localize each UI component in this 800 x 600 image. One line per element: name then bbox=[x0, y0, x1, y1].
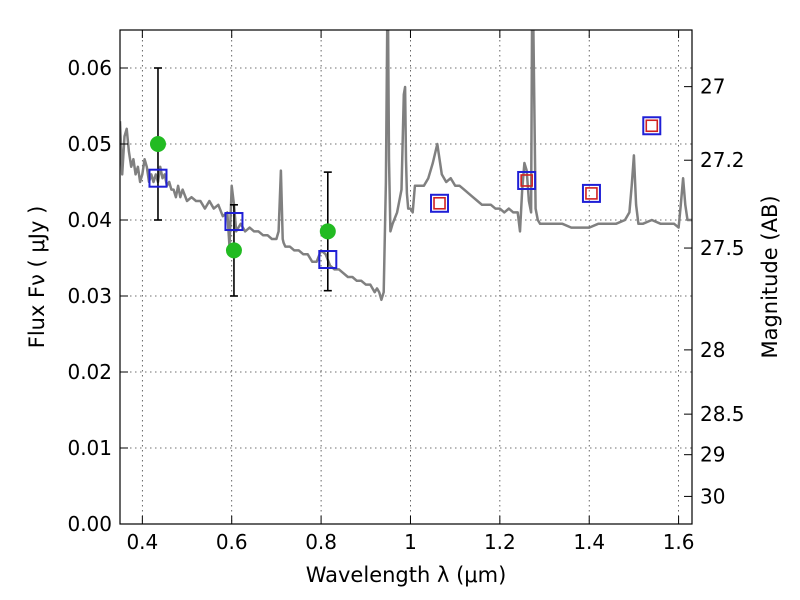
data-point-circle bbox=[149, 136, 166, 152]
mag-tick-label: 30 bbox=[700, 484, 725, 508]
y-tick-label: 0.03 bbox=[67, 284, 112, 308]
data-point-circle bbox=[319, 223, 336, 240]
x-tick-label: 0.6 bbox=[216, 530, 248, 554]
data-point-square bbox=[585, 187, 598, 200]
mag-tick-label: 27 bbox=[700, 75, 725, 99]
mag-tick-label: 28 bbox=[700, 338, 725, 362]
mag-tick-label: 28.5 bbox=[700, 402, 745, 426]
y-axis-label: Flux Fν ( μJy ) bbox=[25, 206, 49, 349]
data-point-square bbox=[517, 170, 537, 190]
mag-tick-label: 27.5 bbox=[700, 236, 745, 260]
mag-tick-label: 29 bbox=[700, 443, 725, 467]
data-point-square bbox=[318, 250, 338, 270]
y2-axis-label: Magnitude (AB) bbox=[758, 195, 782, 358]
data-point-square bbox=[642, 116, 662, 136]
data-point-circle bbox=[225, 242, 242, 259]
data-point-square bbox=[581, 183, 601, 203]
data-point-square bbox=[520, 174, 533, 187]
y-tick-label: 0.06 bbox=[67, 56, 112, 80]
spectrum-line bbox=[120, 30, 692, 302]
data-point-square bbox=[433, 196, 446, 210]
y-tick-label: 0.00 bbox=[67, 512, 112, 536]
data-point-square bbox=[645, 119, 659, 133]
data-point-square bbox=[224, 212, 244, 232]
y-tick-label: 0.04 bbox=[67, 208, 112, 232]
x-tick-label: 1.2 bbox=[484, 530, 516, 554]
plot-frame bbox=[119, 29, 693, 525]
x-tick-label: 1.6 bbox=[663, 530, 695, 554]
data-point-square bbox=[430, 193, 450, 213]
x-axis-label: Wavelength λ (μm) bbox=[306, 563, 507, 587]
y-tick-label: 0.02 bbox=[67, 360, 112, 384]
y-tick-label: 0.05 bbox=[67, 132, 112, 156]
data-layer bbox=[120, 30, 692, 302]
axes: 0.4 0.6 0.8 1 1.2 1.4 1.6 0.00 0.01 0.02 0.03 0.04 0… bbox=[67, 29, 745, 554]
x-tick-label: 0.8 bbox=[305, 530, 337, 554]
labels: Wavelength λ (μm) Flux Fν ( μJy ) Magnit… bbox=[25, 195, 782, 587]
y-tick-label: 0.01 bbox=[67, 436, 112, 460]
x-tick-label: 1 bbox=[404, 530, 417, 554]
x-tick-label: 0.4 bbox=[126, 530, 158, 554]
data-point-square bbox=[148, 168, 168, 188]
mag-tick-label: 27.2 bbox=[700, 148, 745, 172]
x-tick-label: 1.4 bbox=[573, 530, 605, 554]
